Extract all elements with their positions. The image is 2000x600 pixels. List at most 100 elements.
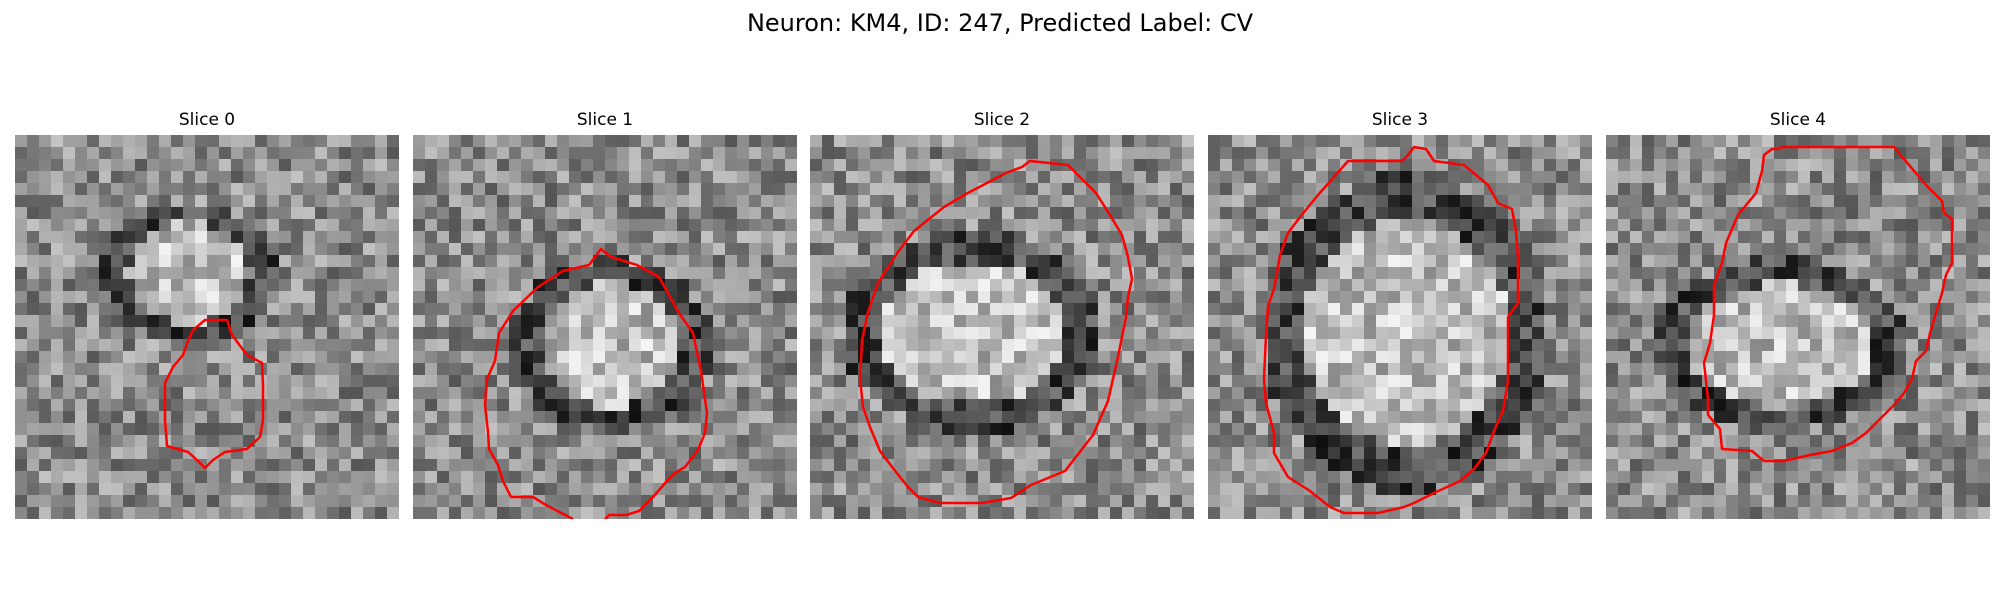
image-pixel <box>267 231 280 244</box>
image-pixel <box>267 423 280 436</box>
image-pixel <box>1412 243 1425 256</box>
image-pixel <box>533 231 546 244</box>
image-pixel <box>195 327 208 340</box>
image-pixel <box>930 183 943 196</box>
image-pixel <box>1134 327 1147 340</box>
image-pixel <box>785 423 797 436</box>
image-pixel <box>1268 387 1281 400</box>
image-pixel <box>1978 267 1990 280</box>
image-pixel <box>1316 507 1329 519</box>
image-pixel <box>1822 291 1835 304</box>
image-pixel <box>1098 423 1111 436</box>
image-pixel <box>413 243 426 256</box>
image-pixel <box>1846 243 1859 256</box>
slice-image <box>15 135 399 519</box>
image-pixel <box>834 279 847 292</box>
image-pixel <box>147 171 160 184</box>
image-pixel <box>1098 447 1111 460</box>
image-pixel <box>255 219 268 232</box>
image-pixel <box>629 411 642 424</box>
image-pixel <box>1158 327 1171 340</box>
image-pixel <box>87 495 100 508</box>
image-pixel <box>231 171 244 184</box>
image-pixel <box>834 339 847 352</box>
image-pixel <box>978 447 991 460</box>
image-pixel <box>1606 279 1619 292</box>
image-pixel <box>773 303 786 316</box>
image-pixel <box>1484 375 1497 388</box>
image-pixel <box>701 291 714 304</box>
image-pixel <box>1580 423 1592 436</box>
image-pixel <box>1630 399 1643 412</box>
image-pixel <box>413 207 426 220</box>
image-pixel <box>846 195 859 208</box>
image-pixel <box>1220 327 1233 340</box>
image-pixel <box>1412 423 1425 436</box>
image-pixel <box>303 159 316 172</box>
image-pixel <box>894 363 907 376</box>
image-pixel <box>617 435 630 448</box>
image-pixel <box>363 207 376 220</box>
image-pixel <box>1690 159 1703 172</box>
image-pixel <box>123 411 136 424</box>
image-pixel <box>437 411 450 424</box>
image-pixel <box>978 135 991 148</box>
image-pixel <box>1460 183 1473 196</box>
image-pixel <box>363 435 376 448</box>
image-pixel <box>1220 171 1233 184</box>
image-pixel <box>1954 315 1967 328</box>
image-pixel <box>159 171 172 184</box>
image-pixel <box>1580 435 1592 448</box>
image-pixel <box>485 507 498 519</box>
image-pixel <box>1110 183 1123 196</box>
image-pixel <box>1942 159 1955 172</box>
image-pixel <box>1208 171 1221 184</box>
image-pixel <box>437 303 450 316</box>
image-pixel <box>473 375 486 388</box>
image-pixel <box>1352 399 1365 412</box>
image-pixel <box>1678 135 1691 148</box>
image-pixel <box>641 375 654 388</box>
image-pixel <box>1642 375 1655 388</box>
image-pixel <box>183 459 196 472</box>
image-pixel <box>1170 195 1183 208</box>
image-pixel <box>1678 147 1691 160</box>
image-pixel <box>171 351 184 364</box>
image-pixel <box>629 183 642 196</box>
image-pixel <box>1544 291 1557 304</box>
image-pixel <box>1484 207 1497 220</box>
image-pixel <box>1774 327 1787 340</box>
image-pixel <box>954 435 967 448</box>
image-pixel <box>533 459 546 472</box>
image-pixel <box>1508 159 1521 172</box>
image-pixel <box>1834 435 1847 448</box>
image-pixel <box>1532 147 1545 160</box>
image-pixel <box>1340 471 1353 484</box>
image-pixel <box>1424 159 1437 172</box>
image-pixel <box>1460 135 1473 148</box>
image-pixel <box>27 483 40 496</box>
image-pixel <box>581 447 594 460</box>
image-pixel <box>1352 339 1365 352</box>
image-pixel <box>1618 375 1631 388</box>
image-pixel <box>906 387 919 400</box>
image-pixel <box>1714 207 1727 220</box>
image-pixel <box>1352 135 1365 148</box>
image-pixel <box>159 159 172 172</box>
image-pixel <box>1220 435 1233 448</box>
image-pixel <box>1158 219 1171 232</box>
image-pixel <box>27 183 40 196</box>
image-pixel <box>737 507 750 519</box>
image-pixel <box>219 207 232 220</box>
image-pixel <box>485 159 498 172</box>
image-pixel <box>1086 219 1099 232</box>
image-pixel <box>653 195 666 208</box>
image-pixel <box>629 471 642 484</box>
image-pixel <box>569 219 582 232</box>
image-pixel <box>822 411 835 424</box>
image-pixel <box>665 507 678 519</box>
image-pixel <box>1654 135 1667 148</box>
image-pixel <box>267 135 280 148</box>
image-pixel <box>267 291 280 304</box>
image-pixel <box>1170 483 1183 496</box>
